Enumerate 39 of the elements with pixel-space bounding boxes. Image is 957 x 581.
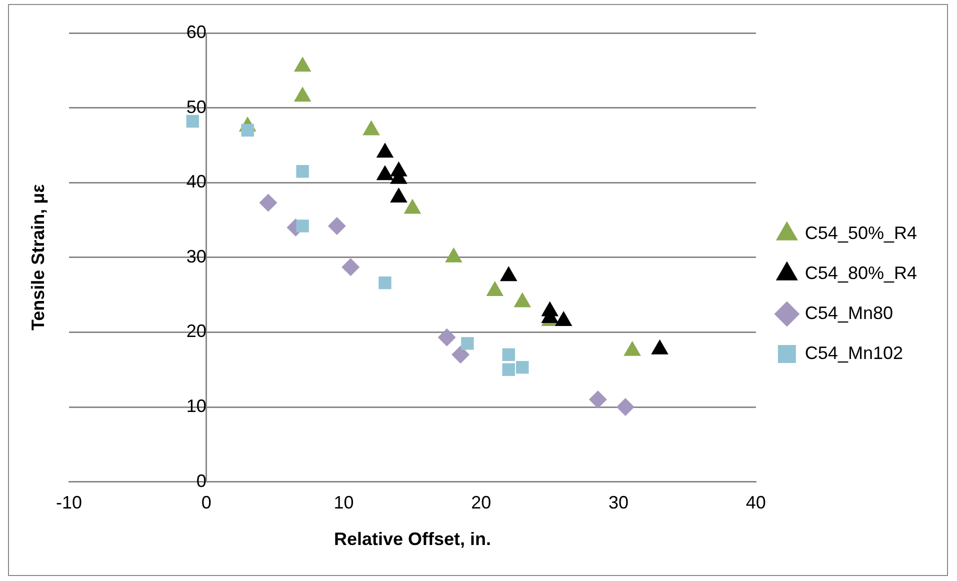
x-tick-label: 10 xyxy=(334,492,354,513)
point xyxy=(342,258,360,276)
y-tick-label: 0 xyxy=(196,470,206,491)
legend-label: C54_Mn80 xyxy=(804,302,893,323)
point xyxy=(502,363,515,376)
legend-label: C54_80%_R4 xyxy=(804,262,917,283)
x-axis-title: Relative Offset, in. xyxy=(334,529,491,550)
y-tick-label: 10 xyxy=(186,396,206,416)
point xyxy=(461,337,474,350)
y-tick-label: 60 xyxy=(186,22,206,42)
point xyxy=(362,120,380,136)
point xyxy=(294,56,312,72)
point xyxy=(390,188,408,203)
point xyxy=(616,398,634,416)
point xyxy=(376,142,394,158)
point xyxy=(500,266,518,282)
point xyxy=(376,165,394,180)
point xyxy=(452,346,470,364)
legend-label: C54_Mn102 xyxy=(804,342,903,363)
x-tick-label: -10 xyxy=(56,492,82,513)
point xyxy=(588,390,607,409)
point xyxy=(294,86,312,102)
y-tick-label: 30 xyxy=(186,246,206,266)
point xyxy=(486,281,504,296)
point xyxy=(404,198,422,214)
y-tick-label: 40 xyxy=(186,172,206,192)
point xyxy=(445,247,462,262)
point xyxy=(438,328,456,346)
y-axis-title: Tensile Strain, με xyxy=(28,184,48,331)
x-tick-label: 30 xyxy=(608,492,629,513)
point xyxy=(502,348,515,362)
y-tick-label: 50 xyxy=(186,96,206,117)
point xyxy=(378,276,392,290)
y-tick-label: 20 xyxy=(186,321,206,342)
point xyxy=(328,216,346,235)
x-tick-label: 20 xyxy=(471,492,492,513)
point xyxy=(516,360,529,374)
x-tick-label: 40 xyxy=(746,492,766,513)
legend-label: C54_50%_R4 xyxy=(804,222,917,243)
